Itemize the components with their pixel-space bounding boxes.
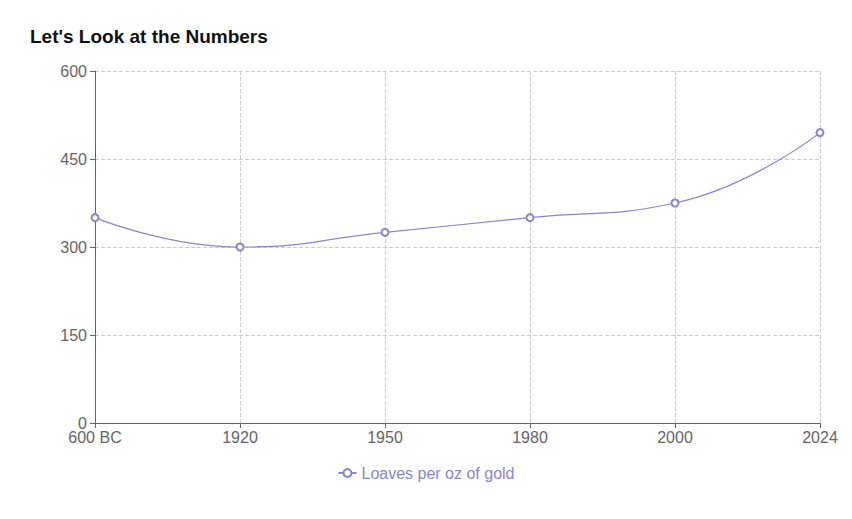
svg-text:150: 150 — [60, 327, 87, 344]
svg-text:Let's Look at the Numbers: Let's Look at the Numbers — [30, 26, 268, 47]
svg-text:2000: 2000 — [657, 429, 693, 446]
svg-text:2024: 2024 — [802, 429, 838, 446]
svg-text:1920: 1920 — [222, 429, 258, 446]
svg-text:0: 0 — [78, 414, 87, 432]
svg-text:450: 450 — [60, 151, 87, 168]
svg-text:300: 300 — [60, 239, 87, 256]
svg-text:1980: 1980 — [512, 429, 548, 446]
svg-text:Loaves per oz of gold: Loaves per oz of gold — [362, 465, 515, 482]
svg-text:600 BC: 600 BC — [68, 429, 121, 446]
svg-text:600: 600 — [60, 63, 87, 80]
svg-text:1950: 1950 — [367, 429, 403, 446]
